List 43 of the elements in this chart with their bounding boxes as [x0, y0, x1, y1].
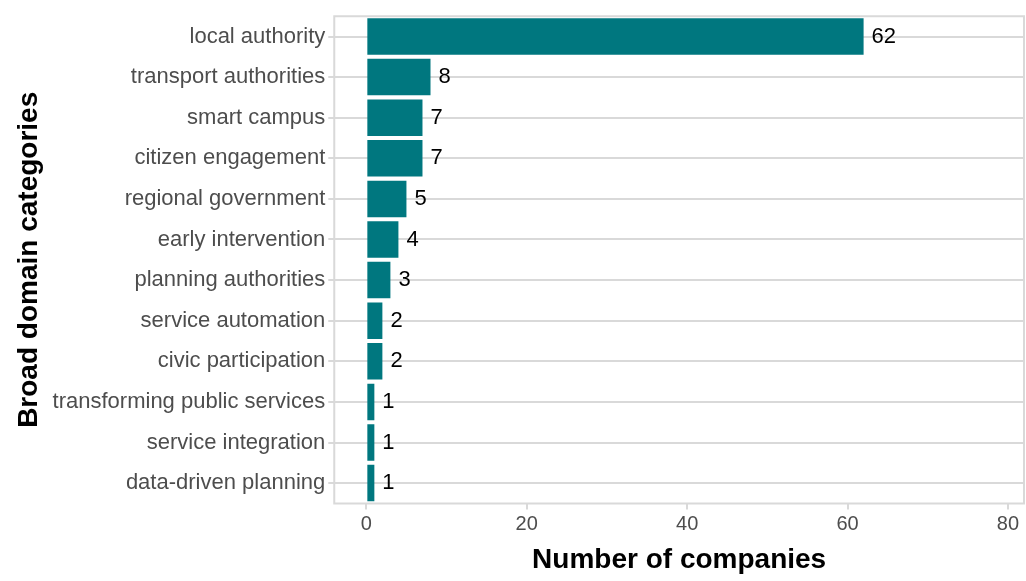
data-label: 7	[430, 103, 443, 129]
y-tick-label: transforming public services	[52, 387, 326, 413]
y-tick-label: local authority	[189, 22, 326, 48]
data-label: 2	[390, 306, 403, 332]
bar	[367, 140, 423, 177]
y-tick-label: service automation	[140, 306, 326, 332]
x-tick-label: 60	[836, 511, 859, 534]
bar	[367, 18, 864, 55]
bar	[367, 58, 431, 96]
bar	[367, 302, 383, 339]
y-tick-label: early intervention	[157, 225, 326, 251]
data-label: 7	[430, 144, 443, 170]
bar	[367, 464, 375, 502]
data-label: 62	[871, 22, 897, 48]
data-label: 4	[406, 225, 419, 251]
bar	[367, 261, 391, 299]
y-tick-label: data-driven planning	[125, 469, 326, 495]
y-tick-label: service integration	[146, 428, 326, 454]
bar	[367, 343, 383, 380]
bar	[367, 383, 375, 421]
bar	[367, 99, 423, 136]
y-tick-label: regional government	[124, 184, 326, 210]
y-tick-label: citizen engagement	[134, 144, 326, 170]
bar	[367, 221, 399, 258]
y-axis-title: Broad domain categories	[11, 91, 43, 428]
x-axis-title: Number of companies	[532, 542, 827, 574]
x-tick-label: 80	[996, 511, 1020, 534]
bar	[367, 424, 375, 461]
data-label: 1	[382, 428, 395, 454]
data-label: 8	[438, 63, 451, 89]
y-tick-label: civic participation	[157, 347, 326, 373]
data-label: 1	[382, 387, 395, 413]
y-tick-label: smart campus	[187, 103, 326, 129]
x-tick-label: 0	[360, 511, 372, 534]
x-tick-label: 20	[515, 511, 538, 534]
y-tick-label: transport authorities	[130, 63, 326, 89]
data-label: 5	[414, 184, 427, 210]
data-label: 2	[390, 347, 403, 373]
bar	[367, 180, 407, 218]
y-tick-label: planning authorities	[134, 266, 326, 292]
data-label: 1	[382, 469, 395, 495]
x-tick-label: 40	[676, 511, 699, 534]
data-label: 3	[398, 266, 411, 292]
